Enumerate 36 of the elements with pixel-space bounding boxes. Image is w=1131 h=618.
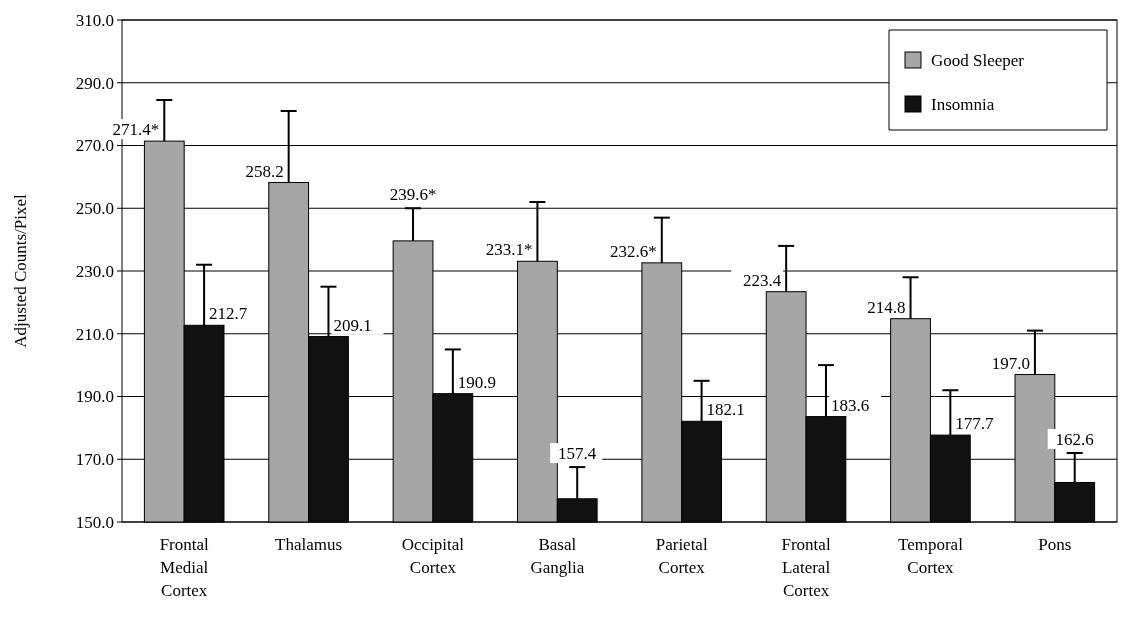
- data-label: 212.7: [209, 304, 248, 324]
- y-tick-label: 210.0: [75, 324, 114, 344]
- legend-label: Insomnia: [931, 94, 995, 114]
- data-label: 223.4: [742, 270, 782, 290]
- data-label: 233.1*: [485, 240, 533, 260]
- y-tick-label: 290.0: [75, 73, 114, 93]
- y-tick-label: 230.0: [75, 261, 114, 281]
- x-tick-label: Frontal Medial Cortex: [159, 535, 210, 600]
- x-tick-label: Occipital Cortex: [401, 535, 465, 577]
- y-tick-label: 190.0: [75, 387, 114, 407]
- y-tick-label: 170.0: [75, 450, 114, 470]
- y-axis-title: Adjusted Counts/Pixel: [11, 193, 30, 348]
- y-tick-label: 270.0: [75, 136, 114, 156]
- y-tick-label: 250.0: [75, 199, 114, 219]
- data-label: 232.6*: [610, 241, 657, 261]
- x-tick-label: Basal Ganglia: [530, 535, 585, 577]
- x-tick-label: Thalamus: [275, 535, 343, 554]
- x-tick-label: Temporal Cortex: [897, 535, 964, 577]
- data-label: 182.1: [706, 400, 745, 420]
- data-label: 157.4: [558, 444, 597, 464]
- data-label: 271.4*: [112, 120, 160, 140]
- data-label: 183.6: [830, 395, 870, 415]
- data-label: 258.2: [245, 161, 284, 181]
- x-tick-label: Parietal Cortex: [655, 535, 708, 577]
- data-label: 197.0: [991, 353, 1030, 373]
- data-label: 239.6*: [389, 185, 437, 205]
- data-label: 209.1: [333, 315, 372, 335]
- data-label: 177.7: [955, 414, 995, 434]
- y-tick-label: 310.0: [75, 10, 114, 30]
- data-label: 162.6: [1055, 429, 1094, 449]
- x-tick-label: Frontal Lateral Cortex: [781, 535, 831, 600]
- y-tick-label: 150.0: [75, 512, 114, 532]
- legend-label: Good Sleeper: [931, 50, 1025, 70]
- data-label: 214.8: [867, 297, 906, 317]
- x-tick-label: Pons: [1038, 535, 1072, 554]
- data-label: 190.9: [457, 372, 497, 392]
